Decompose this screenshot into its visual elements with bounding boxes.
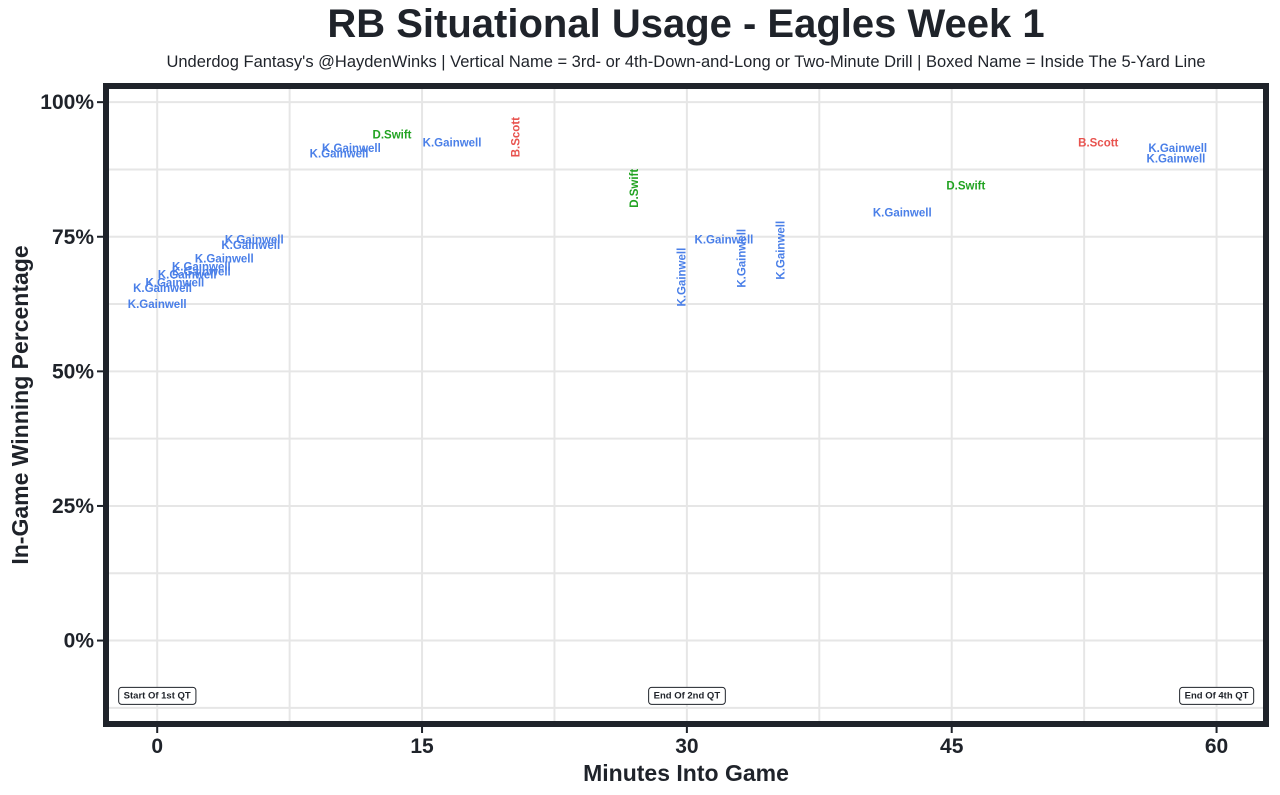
quarter-marker-box — [648, 686, 726, 705]
x-axis-title: Minutes Into Game — [583, 760, 789, 786]
data-point-label: K.Gainwell — [1147, 154, 1206, 166]
points-layer: K.GainwellK.GainwellK.GainwellK.Gainwell… — [128, 117, 1207, 311]
x-tick-label: 0 — [151, 735, 163, 758]
data-point-label: D.Swift — [629, 169, 641, 208]
data-point-label: K.Gainwell — [225, 234, 284, 246]
data-point-label: K.Gainwell — [775, 221, 787, 280]
x-tick-label: 30 — [675, 735, 698, 758]
quarter-marker: End Of 2nd QT — [648, 686, 726, 705]
quarter-marker-label: End Of 2nd QT — [654, 690, 721, 701]
plot-border — [103, 83, 1269, 727]
data-point-label: D.Swift — [373, 129, 412, 141]
data-point-label: K.Gainwell — [128, 299, 187, 311]
markers-layer: Start Of 1st QT End Of 2nd QT End Of 4th Q… — [118, 686, 1255, 705]
quarter-marker-box — [1179, 686, 1255, 705]
data-point-label: D.Swift — [946, 181, 985, 193]
data-point-label: K.Gainwell — [873, 208, 932, 220]
quarter-marker: Start Of 1st QT — [118, 686, 197, 705]
grid-layer — [106, 86, 1266, 724]
data-point-label: B.Scott — [1078, 138, 1118, 150]
data-point-label: K.Gainwell — [195, 253, 254, 265]
y-tick-label: 75% — [52, 226, 94, 249]
quarter-marker-box — [118, 686, 197, 705]
data-point-label: K.Gainwell — [158, 269, 217, 281]
data-point-label: K.Gainwell — [145, 278, 204, 290]
data-point-label: K.Gainwell — [695, 234, 754, 246]
y-tick-label: 50% — [52, 360, 94, 383]
quarter-marker: End Of 4th QT — [1179, 686, 1255, 705]
data-point-label: K.Gainwell — [221, 240, 280, 252]
x-tick-label: 45 — [940, 735, 964, 758]
data-point-label: K.Gainwell — [133, 283, 192, 295]
data-point-label: K.Gainwell — [737, 229, 749, 288]
quarter-marker-label: End Of 4th QT — [1185, 690, 1249, 701]
y-axis-title: In-Game Winning Percentage — [7, 245, 33, 564]
data-point-label: K.Gainwell — [322, 143, 381, 155]
data-point-label: K.Gainwell — [172, 267, 231, 279]
data-point-label: K.Gainwell — [310, 148, 369, 160]
x-tick-label: 60 — [1205, 735, 1228, 758]
data-point-label: K.Gainwell — [677, 248, 689, 307]
y-tick-label: 25% — [52, 495, 94, 518]
axis-layer: 0 15 30 45 60 0% 25% 50% 75% 100% — [40, 91, 1228, 758]
data-point-label: B.Scott — [511, 117, 523, 157]
y-tick-label: 100% — [40, 91, 94, 114]
y-tick-label: 0% — [64, 630, 95, 653]
data-point-label: K.Gainwell — [1148, 143, 1207, 155]
x-tick-label: 15 — [410, 735, 434, 758]
quarter-marker-label: Start Of 1st QT — [124, 690, 191, 701]
chart-title: RB Situational Usage - Eagles Week 1 — [327, 2, 1045, 46]
chart-subtitle: Underdog Fantasy's @HaydenWinks | Vertic… — [166, 53, 1206, 71]
data-point-label: K.Gainwell — [172, 261, 231, 273]
data-point-label: K.Gainwell — [423, 138, 482, 150]
